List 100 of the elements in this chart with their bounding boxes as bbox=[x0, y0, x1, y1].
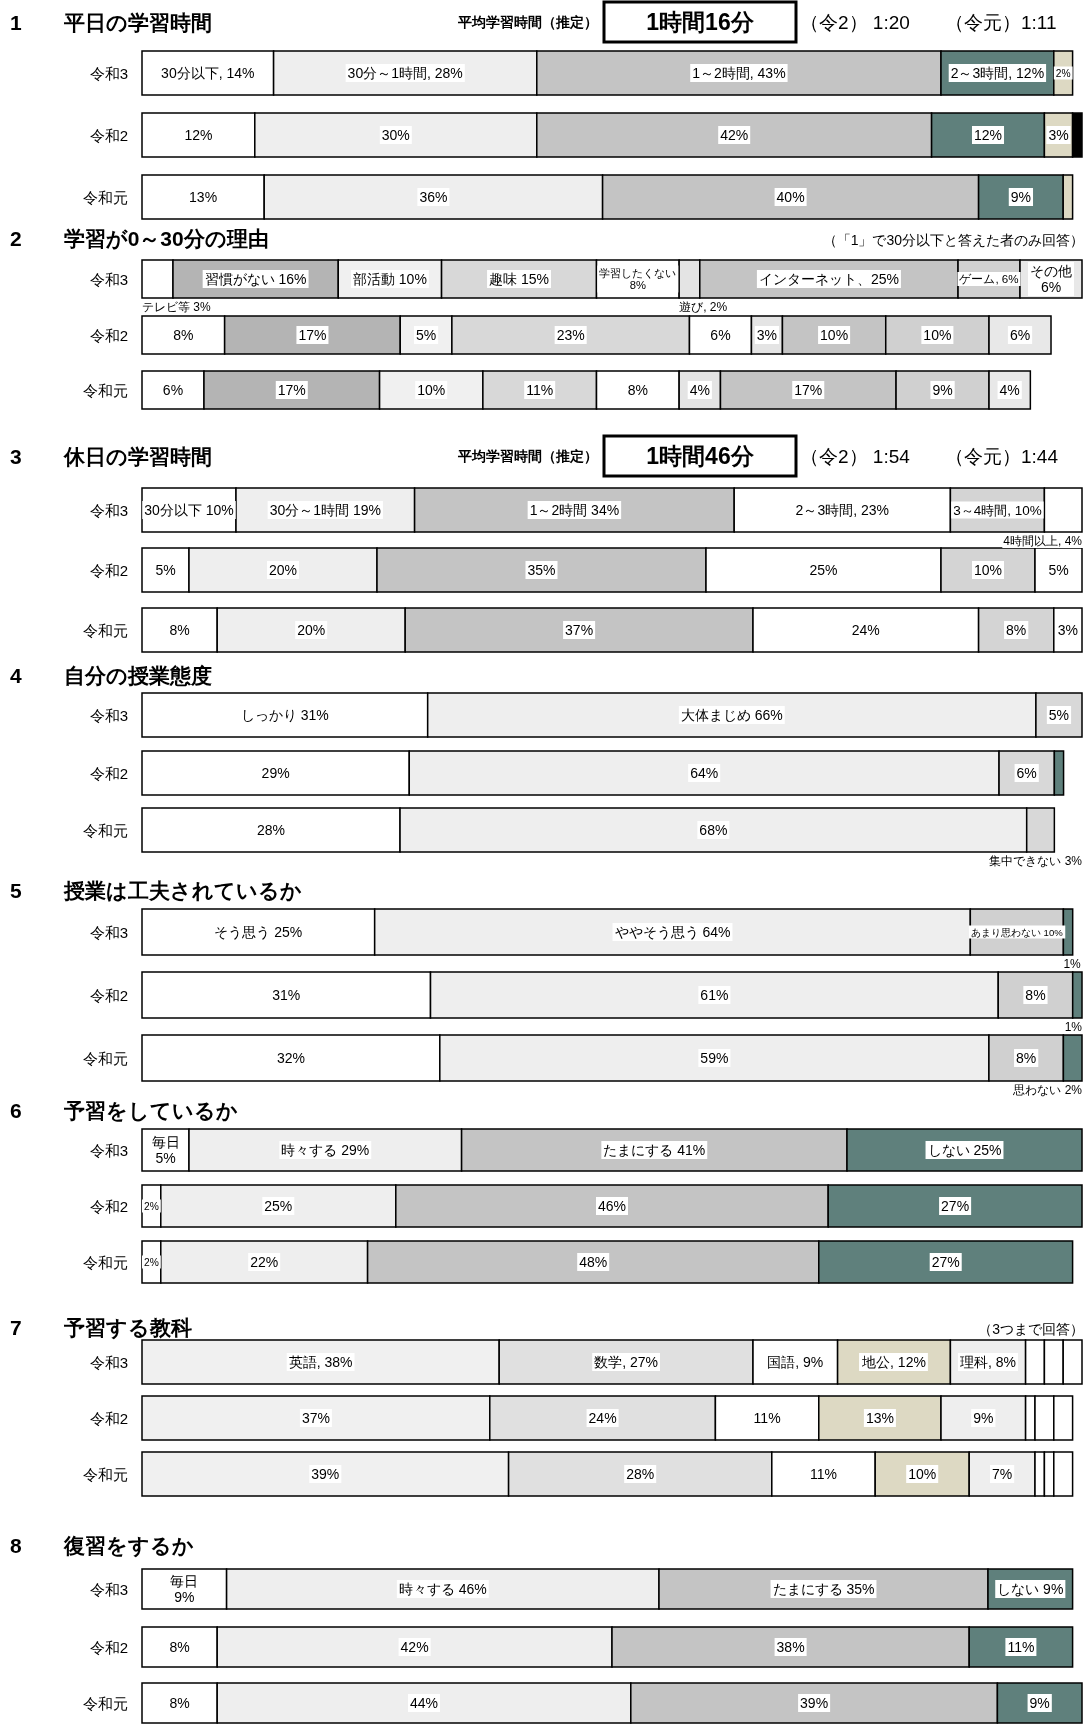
data-label: 10% bbox=[908, 1466, 937, 1482]
data-label: 46% bbox=[597, 1198, 627, 1214]
y-tick-label: 令和3 bbox=[89, 501, 128, 519]
data-label: 3% bbox=[756, 327, 778, 343]
data-label: 5% bbox=[415, 327, 437, 343]
data-label: 22% bbox=[250, 1254, 279, 1270]
data-label: 48% bbox=[579, 1254, 608, 1270]
text: 平均学習時間（推定） bbox=[457, 448, 598, 464]
data-label: 17% bbox=[298, 327, 327, 343]
data-label: 2% bbox=[144, 1200, 159, 1212]
data-label: 8% bbox=[1025, 987, 1046, 1003]
data-label: 13% bbox=[189, 189, 218, 205]
data-label: 39% bbox=[800, 1695, 829, 1711]
y-tick-label: 令和2 bbox=[89, 561, 128, 579]
chart-title: 7 予習する教科 bbox=[10, 1315, 192, 1340]
data-label: 61% bbox=[700, 987, 729, 1003]
data-label: 11% bbox=[810, 1466, 837, 1482]
data-label: 3～4時間, 10% bbox=[953, 502, 1042, 518]
y-tick-label: 令和元 bbox=[83, 621, 128, 639]
data-label: 10% bbox=[973, 562, 1003, 578]
data-label: 6% bbox=[162, 382, 184, 398]
text: 平均学習時間（推定） bbox=[457, 14, 598, 30]
data-label: 25% bbox=[809, 562, 838, 578]
data-label: 39% bbox=[311, 1466, 340, 1482]
data-label: 1% bbox=[1064, 1020, 1083, 1034]
data-label: テレビ等 3% bbox=[142, 300, 212, 314]
y-tick-label: 令和元 bbox=[83, 381, 128, 399]
data-label: 25% bbox=[264, 1198, 293, 1214]
data-label: 37% bbox=[301, 1410, 330, 1426]
text: 1時間16分 bbox=[646, 9, 755, 35]
data-label: 17% bbox=[794, 382, 823, 398]
data-label: 4% bbox=[689, 382, 710, 398]
data-label: 11% bbox=[1007, 1639, 1035, 1655]
data-label: 5% bbox=[1048, 707, 1070, 723]
data-label: たまにする 41% bbox=[603, 1142, 706, 1158]
data-label: 思わない 2% bbox=[1012, 1083, 1083, 1097]
text: （令元）1:11 bbox=[945, 11, 1057, 33]
data-label: 13% bbox=[865, 1410, 894, 1426]
data-label: 6% bbox=[1009, 327, 1031, 343]
y-tick-label: 令和2 bbox=[89, 986, 128, 1004]
data-label: 8% bbox=[1006, 622, 1027, 638]
text: （令2） 1:20 bbox=[800, 11, 910, 33]
data-label: 20% bbox=[268, 562, 298, 578]
data-label: 4% bbox=[999, 382, 1020, 398]
data-label: 習慣がない 16% bbox=[204, 271, 307, 287]
y-tick-label: 令和3 bbox=[89, 706, 128, 724]
data-label: 42% bbox=[720, 127, 749, 143]
y-tick-label: 令和元 bbox=[83, 1465, 128, 1483]
y-tick-label: 令和元 bbox=[83, 821, 128, 839]
data-label: 毎日 9% bbox=[170, 1572, 199, 1606]
data-label: 27% bbox=[931, 1254, 960, 1270]
data-label: 30分～1時間 19% bbox=[269, 502, 381, 518]
data-label: 地公, 12% bbox=[861, 1354, 926, 1370]
text: （令元）1:44 bbox=[945, 445, 1059, 467]
chart-title: 4 自分の授業態度 bbox=[10, 663, 212, 687]
chart-title: 1 平日の学習時間 bbox=[10, 10, 212, 34]
data-label: 8% bbox=[627, 382, 648, 398]
chart-title: 5 授業は工夫されているか bbox=[10, 878, 302, 902]
data-label: 遊び, 2% bbox=[679, 300, 728, 314]
data-label: 23% bbox=[556, 327, 585, 343]
data-label: 3% bbox=[1057, 622, 1079, 638]
data-label: 8% bbox=[169, 1639, 190, 1655]
y-tick-label: 令和2 bbox=[89, 1638, 128, 1656]
data-label: 9% bbox=[1029, 1695, 1050, 1711]
data-label: 数学, 27% bbox=[594, 1354, 659, 1370]
data-label: 28% bbox=[257, 822, 286, 838]
data-label: 29% bbox=[261, 765, 290, 781]
y-tick-label: 令和元 bbox=[83, 188, 128, 206]
data-label: 部活動 10% bbox=[352, 271, 427, 287]
y-tick-label: 令和元 bbox=[83, 1049, 128, 1067]
data-label: 9% bbox=[973, 1410, 994, 1426]
data-label: 28% bbox=[626, 1466, 655, 1482]
chart-title: 2 学習が0～30分の理由 bbox=[10, 226, 269, 250]
data-label: 毎日 5% bbox=[151, 1133, 180, 1167]
data-label: その他 6% bbox=[1030, 262, 1073, 296]
data-label: 42% bbox=[400, 1639, 429, 1655]
data-label: 8% bbox=[169, 622, 190, 638]
y-tick-label: 令和3 bbox=[89, 1353, 128, 1371]
data-label: 2～3時間, 23% bbox=[795, 502, 889, 518]
data-label: 2～3時間, 12% bbox=[950, 65, 1045, 81]
text: （令2） 1:54 bbox=[800, 445, 911, 467]
data-label: 32% bbox=[276, 1050, 305, 1066]
y-tick-label: 令和2 bbox=[89, 1409, 128, 1427]
data-label: 17% bbox=[277, 382, 306, 398]
data-label: 6% bbox=[1016, 765, 1037, 781]
text: （「1」で30分以下と答えた者のみ回答） bbox=[822, 232, 1084, 248]
chart-title: 6 予習をしているか bbox=[10, 1098, 238, 1122]
data-label: ゲーム, 6% bbox=[959, 273, 1019, 285]
data-label: 趣味 15% bbox=[489, 271, 549, 287]
y-tick-label: 令和元 bbox=[83, 1253, 128, 1271]
data-label: 3% bbox=[1048, 127, 1069, 143]
data-label: 10% bbox=[417, 382, 446, 398]
data-label: 1～2時間 34% bbox=[529, 502, 620, 518]
data-label: 38% bbox=[776, 1639, 805, 1655]
data-label: 時々する 46% bbox=[398, 1581, 487, 1597]
data-label: 12% bbox=[184, 127, 213, 143]
data-label: 1～2時間, 43% bbox=[692, 65, 786, 81]
data-label: 2% bbox=[144, 1256, 159, 1268]
data-label: 集中できない 3% bbox=[989, 854, 1083, 868]
data-label: しっかり 31% bbox=[240, 707, 329, 723]
